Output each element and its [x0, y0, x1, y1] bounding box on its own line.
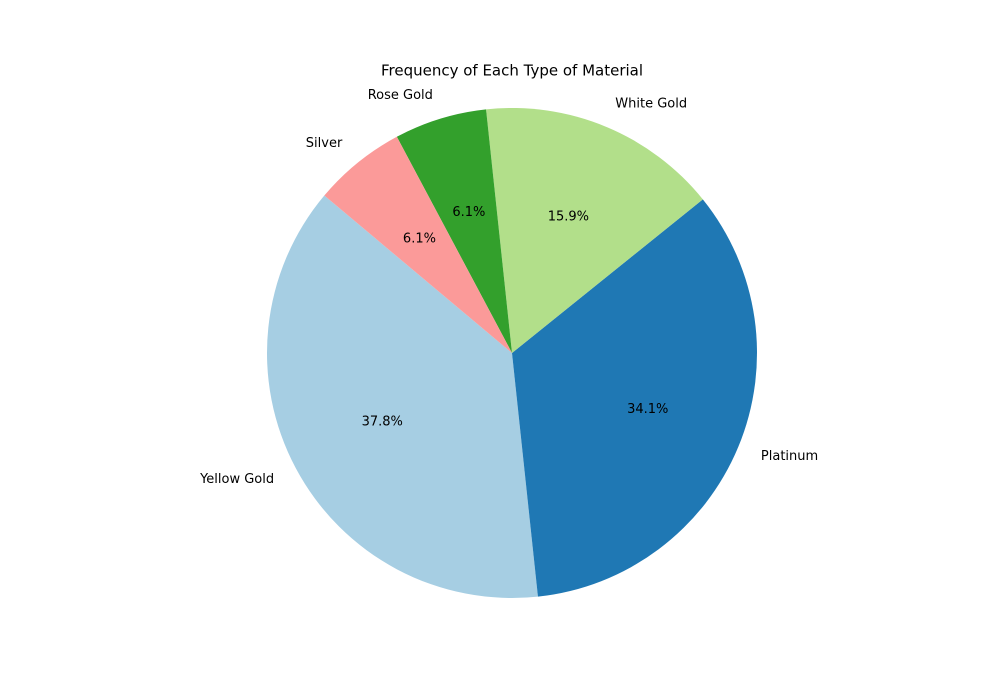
pie-slice: [486, 108, 703, 353]
slice-label: Yellow Gold: [199, 472, 274, 487]
slice-label: Platinum: [761, 449, 818, 464]
pie-slice: [324, 136, 512, 353]
slice-label: Silver: [306, 136, 343, 151]
value-label: 6.1%: [452, 205, 485, 220]
pie-slice: [267, 195, 538, 598]
pie-slice: [396, 109, 512, 353]
slice-label: Rose Gold: [368, 88, 433, 103]
value-label: 6.1%: [403, 231, 436, 246]
value-label: 34.1%: [627, 402, 668, 417]
value-label: 37.8%: [362, 415, 403, 430]
value-label: 15.9%: [548, 210, 589, 225]
slice-label: White Gold: [615, 97, 687, 112]
pie-slice: [512, 199, 757, 597]
chart-title: Frequency of Each Type of Material: [381, 62, 643, 80]
